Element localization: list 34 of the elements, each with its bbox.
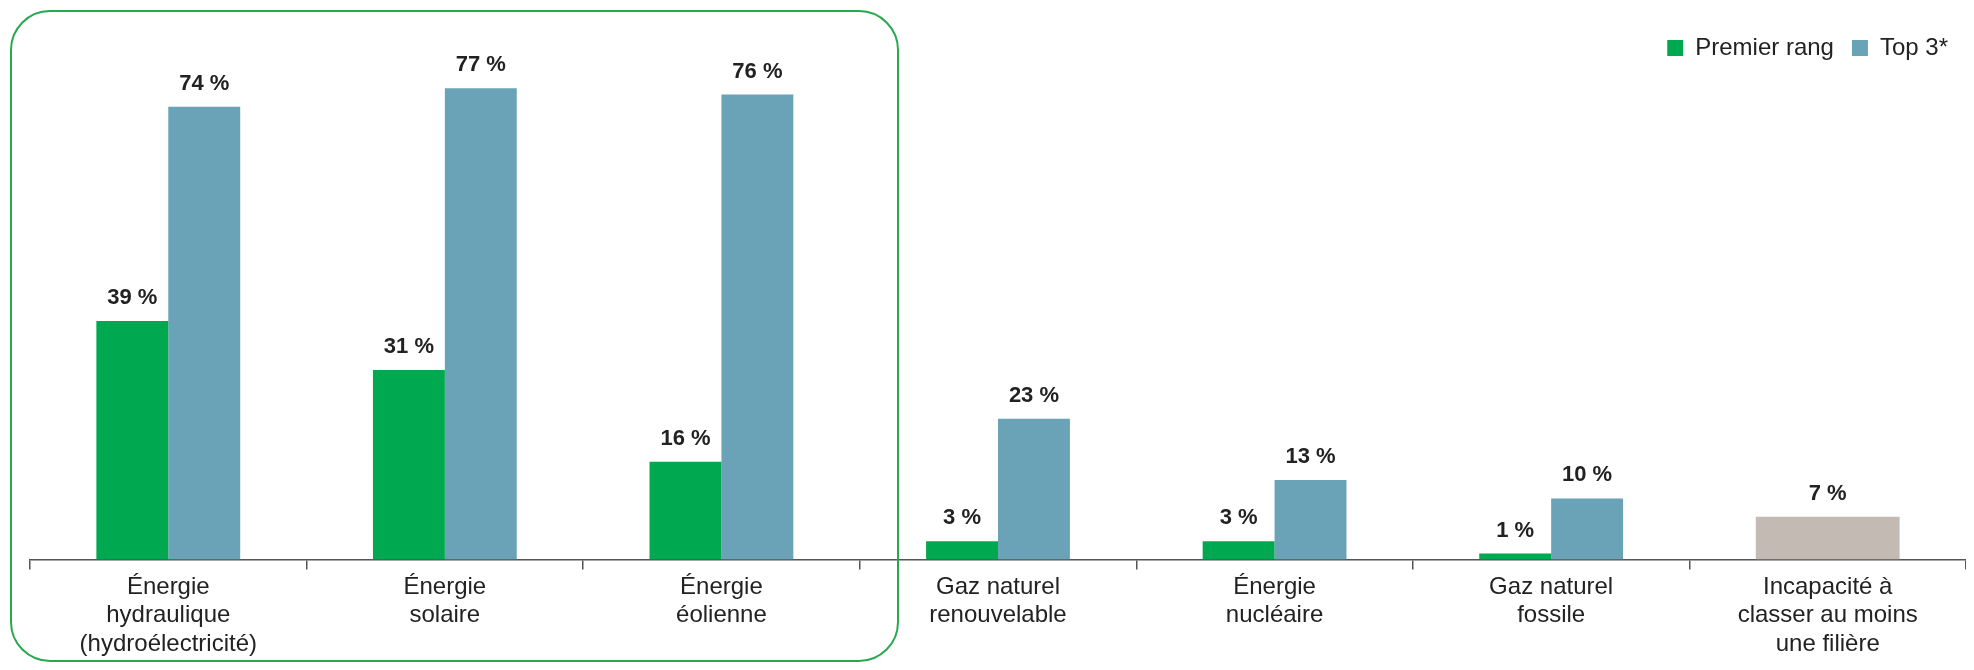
data-label: 3 % (943, 504, 982, 530)
bar (998, 418, 1070, 560)
x-tick-label: Énergie éolienne (676, 571, 767, 628)
data-label: 7 % (1808, 479, 1847, 505)
legend-label: Top 3* (1879, 32, 1949, 60)
x-tick-label: Énergie solaire (403, 571, 487, 628)
data-label: 31 % (383, 332, 434, 358)
data-label: 74 % (179, 69, 230, 95)
bar (1274, 480, 1347, 560)
x-tick-label: Énergie hydraulique (hydroélectricité) (79, 571, 257, 657)
bar (96, 320, 169, 560)
bar (168, 106, 241, 560)
data-label: 1 % (1496, 516, 1535, 542)
x-tick-label: Incapacité à classer au moins une filière (1737, 571, 1918, 657)
x-tick-label: Énergie nucléaire (1225, 571, 1324, 628)
bar (721, 94, 794, 560)
x-tick-label: Gaz naturel renouvelable (929, 571, 1067, 628)
data-label: 39 % (107, 283, 158, 309)
bar (444, 88, 517, 560)
data-label: 76 % (732, 57, 783, 83)
bar (1202, 541, 1275, 560)
bar (926, 541, 998, 560)
bar (1479, 553, 1552, 560)
data-label: 16 % (660, 424, 711, 450)
data-label: 13 % (1285, 443, 1336, 469)
data-label: 10 % (1562, 461, 1613, 487)
bar (372, 369, 445, 560)
data-label: 23 % (1008, 381, 1060, 407)
bar (649, 461, 722, 560)
data-label: 3 % (1219, 504, 1258, 530)
bar (1551, 498, 1624, 560)
data-label: 77 % (455, 51, 506, 77)
x-tick-label: Gaz naturel fossile (1489, 571, 1614, 628)
legend-label: Premier rang (1695, 32, 1834, 60)
